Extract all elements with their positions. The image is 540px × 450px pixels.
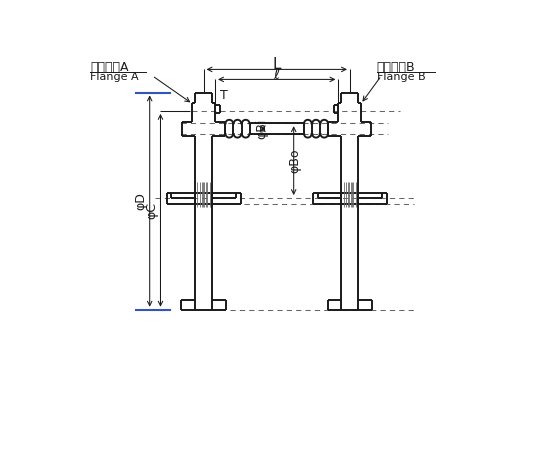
Text: φBi: φBi bbox=[255, 118, 268, 139]
Text: Flange A: Flange A bbox=[90, 72, 139, 82]
Text: T: T bbox=[220, 89, 227, 102]
Text: φD: φD bbox=[134, 192, 147, 210]
Text: φBo: φBo bbox=[288, 148, 301, 173]
Text: φC: φC bbox=[145, 202, 159, 219]
Text: フランジB: フランジB bbox=[377, 61, 415, 74]
Text: Flange B: Flange B bbox=[377, 72, 426, 82]
Text: L: L bbox=[273, 57, 281, 72]
Text: フランジA: フランジA bbox=[90, 61, 129, 74]
Text: ℓ: ℓ bbox=[274, 67, 280, 81]
